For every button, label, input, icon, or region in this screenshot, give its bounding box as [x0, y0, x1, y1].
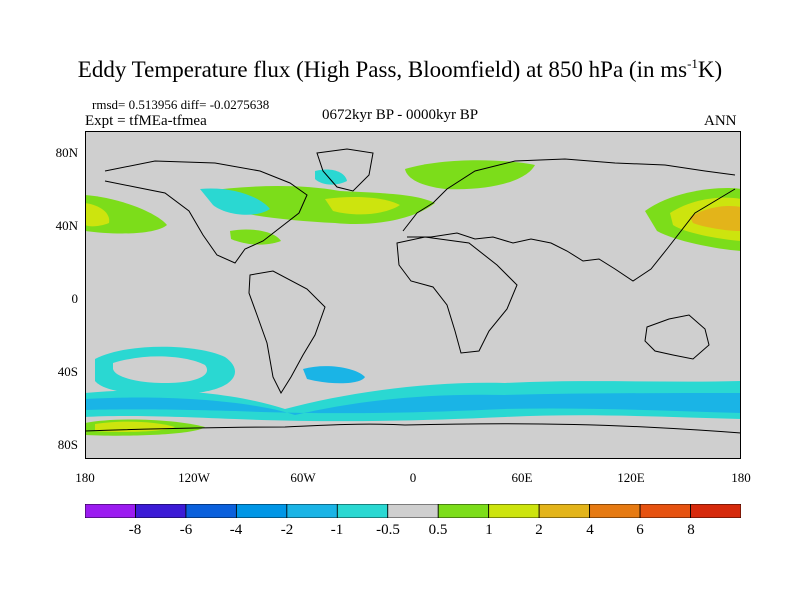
- colorbar: [85, 504, 741, 518]
- colorbar-label-neg8: -8: [128, 522, 142, 538]
- nw-pacific-core: [690, 206, 741, 231]
- gulf-positive: [230, 229, 281, 245]
- ne-pacific-core: [85, 203, 110, 227]
- colorbar-swatch-2: [185, 504, 237, 518]
- colorbar-label-8: 8: [687, 522, 695, 538]
- lat-tick-40s: 40S: [57, 364, 78, 379]
- labrador-negative: [315, 169, 347, 185]
- colorbar-swatch-9: [538, 504, 591, 518]
- lat-tick-40n: 40N: [55, 218, 78, 233]
- lon-tick-120w: 120W: [178, 470, 210, 485]
- colorbar-label-0-5: 0.5: [428, 522, 448, 538]
- colorbar-label-neg0-5: -0.5: [376, 522, 400, 538]
- lon-tick-180e: 180: [731, 470, 751, 485]
- south-atlantic-anomaly: [303, 366, 365, 384]
- coastlines: [85, 148, 741, 434]
- lon-tick-120e: 120E: [617, 470, 645, 485]
- north-atlantic-positive: [205, 186, 435, 225]
- lat-tick-80s: 80S: [57, 437, 78, 452]
- lon-tick-60w: 60W: [290, 470, 316, 485]
- antarctica-coast: [85, 423, 741, 434]
- season-label: ANN: [704, 113, 737, 129]
- lon-tick-60e: 60E: [511, 470, 533, 485]
- colorbar-swatch-4: [286, 504, 338, 518]
- colorbar-label-neg1: -1: [330, 522, 344, 538]
- colorbar-swatch-6: [387, 504, 439, 518]
- colorbar-label-neg2: -2: [280, 522, 294, 538]
- colorbar-swatch-1: [135, 504, 187, 518]
- southern-ocean-core: [85, 393, 741, 415]
- australia-coast: [644, 314, 710, 360]
- colorbar-swatch-3: [235, 504, 288, 518]
- map-frame: [85, 131, 741, 459]
- colorbar-label-4: 4: [586, 522, 594, 538]
- north-atlantic-negative: [200, 188, 270, 215]
- colorbar-swatch-12: [690, 504, 741, 518]
- rmsd-diff-label: rmsd= 0.513956 diff= -0.0275638: [92, 97, 270, 112]
- north-america-coast: [104, 160, 308, 264]
- colorbar-swatch-8: [488, 504, 540, 518]
- colorbar-label-neg6: -6: [179, 522, 193, 538]
- lat-tick-0: 0: [71, 291, 79, 306]
- colorbar-label-2: 2: [535, 522, 543, 538]
- colorbar-swatch-0: [85, 504, 136, 518]
- chart-title: Eddy Temperature flux (High Pass, Bloomf…: [77, 56, 723, 82]
- period-label: 0672kyr BP - 0000kyr BP: [322, 107, 479, 123]
- colorbar-swatch-7: [437, 504, 490, 518]
- south-pacific-inner: [113, 356, 208, 383]
- europe-asia-coast: [402, 158, 736, 282]
- colorbar-label-1: 1: [485, 522, 493, 538]
- lon-tick-180w: 180: [75, 470, 95, 485]
- colorbar-swatch-5: [336, 504, 389, 518]
- lat-tick-80n: 80N: [55, 145, 78, 160]
- lon-tick-0: 0: [409, 470, 417, 485]
- north-atlantic-core: [325, 197, 400, 215]
- greenland-coast: [316, 148, 374, 192]
- colorbar-label-6: 6: [636, 522, 644, 538]
- colorbar-label-neg4: -4: [229, 522, 243, 538]
- experiment-label: Expt = tfMEa-tfmea: [85, 113, 207, 129]
- south-america-coast: [248, 270, 326, 395]
- colorbar-swatch-11: [639, 504, 691, 518]
- flux-contours: [85, 160, 741, 436]
- map-plot: [85, 131, 741, 459]
- colorbar-swatch-10: [589, 504, 641, 518]
- africa-coast: [396, 236, 518, 354]
